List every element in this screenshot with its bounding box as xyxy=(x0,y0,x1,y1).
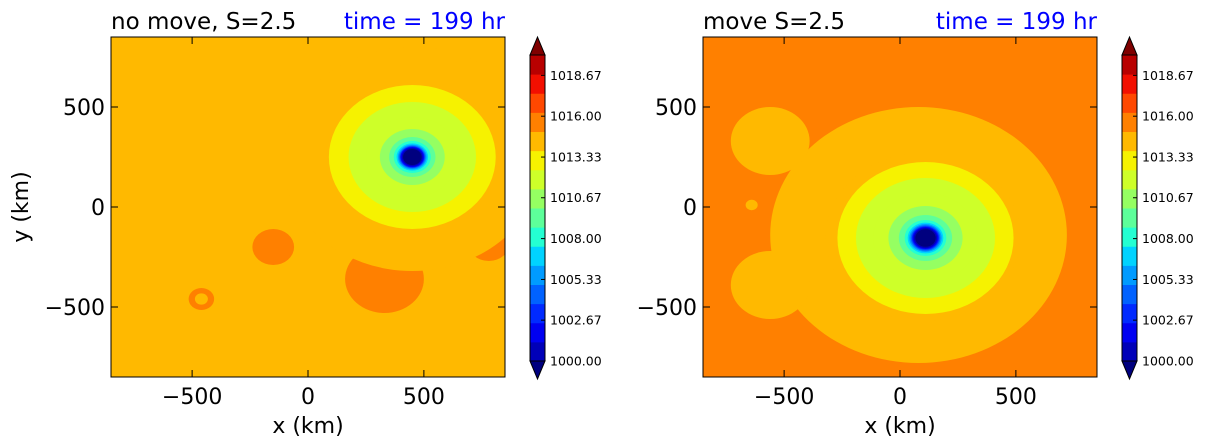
colorbar-segment-6 xyxy=(1122,227,1137,247)
axis-ticks-0: −500 0 500 500 0 −500 xyxy=(45,37,505,410)
colorbar-segment-3 xyxy=(1122,284,1137,305)
colorbar-tick-label-1: 1002.67 xyxy=(1142,313,1194,328)
panel-title-0: no move, S=2.5 xyxy=(111,9,296,35)
colorbar-tick-label-2: 1005.33 xyxy=(550,272,602,287)
colorbar-segment-15 xyxy=(530,55,545,75)
colorbar-tick-label-1: 1002.67 xyxy=(550,313,602,328)
colorbar-segment-13 xyxy=(1122,93,1137,113)
colorbar-segment-2 xyxy=(530,303,545,324)
panel-time-1: time = 199 hr xyxy=(936,9,1098,35)
colorbar-tick-label-6: 1016.00 xyxy=(1142,109,1194,124)
y-tick-label-2: −500 xyxy=(637,296,697,321)
colorbar-tick-label-2: 1005.33 xyxy=(1142,272,1194,287)
colorbar-tick-label-6: 1016.00 xyxy=(550,109,602,124)
colorbar-segment-4 xyxy=(530,265,545,285)
panel-move: −500 0 500 500 0 −500 move S=2.5 time = 199 h… xyxy=(637,9,1194,439)
x-tick-label-0: −500 xyxy=(162,385,222,410)
colorbar-segment-9 xyxy=(1122,169,1137,190)
colorbar-segment-12 xyxy=(530,112,545,132)
colorbar-extend-max xyxy=(529,35,546,56)
colorbar-segment-0 xyxy=(530,341,545,362)
colorbar-segment-10 xyxy=(530,150,545,171)
colorbar-segment-5 xyxy=(530,246,545,266)
colorbar-extend-min xyxy=(529,360,546,381)
panel-title-1: move S=2.5 xyxy=(703,9,845,35)
colorbar-segment-8 xyxy=(530,188,545,209)
colorbar-extend-max xyxy=(1121,35,1138,56)
colorbar-0: 1000.00 1002.67 1005.33 1008.00 1010.67 1013.… xyxy=(529,35,602,381)
colorbar-segment-15 xyxy=(1122,55,1137,75)
colorbar-segment-14 xyxy=(530,74,545,94)
pressure-contour-blob-1 xyxy=(252,229,295,265)
colorbar-segment-1 xyxy=(1122,322,1137,343)
panel-time-0: time = 199 hr xyxy=(344,9,506,35)
colorbar-1: 1000.00 1002.67 1005.33 1008.00 1010.67 1013.… xyxy=(1121,35,1194,381)
colorbar-tick-label-3: 1008.00 xyxy=(550,231,602,246)
colorbar-extend-min xyxy=(1121,360,1138,381)
field-panel-1 xyxy=(703,37,1097,377)
y-tick-label-0: 500 xyxy=(655,96,697,121)
x-tick-label-1: 0 xyxy=(301,385,315,410)
colorbar-segment-1 xyxy=(530,322,545,343)
colorbar-segment-5 xyxy=(1122,246,1137,266)
field-panel-0 xyxy=(111,37,505,377)
colorbar-segment-7 xyxy=(1122,208,1137,228)
pressure-contour-blob-2 xyxy=(730,251,810,319)
colorbar-tick-label-5: 1013.33 xyxy=(1142,150,1194,165)
colorbar-tick-label-0: 1000.00 xyxy=(1142,354,1194,369)
colorbar-segment-6 xyxy=(530,227,545,247)
colorbar-segment-7 xyxy=(530,208,545,228)
panel-no-move: −500 0 500 500 0 −500 no move, S=2.5 time = 1… xyxy=(9,9,602,439)
colorbar-segment-8 xyxy=(1122,188,1137,209)
colorbar-segment-3 xyxy=(530,284,545,305)
colorbar-tick-label-3: 1008.00 xyxy=(1142,231,1194,246)
x-tick-label-1: 0 xyxy=(893,385,907,410)
x-tick-label-0: −500 xyxy=(754,385,814,410)
colorbar-tick-label-4: 1010.67 xyxy=(1142,190,1194,205)
x-axis-label-0: x (km) xyxy=(272,414,343,439)
colorbar-segment-14 xyxy=(1122,74,1137,94)
colorbar-segment-4 xyxy=(1122,265,1137,285)
colorbar-tick-label-7: 1018.67 xyxy=(550,68,602,83)
colorbar-tick-label-5: 1013.33 xyxy=(550,150,602,165)
colorbar-segment-11 xyxy=(1122,131,1137,152)
colorbar-tick-label-0: 1000.00 xyxy=(550,354,602,369)
pressure-contour-ring-18 xyxy=(403,149,422,165)
axis-ticks-1: −500 0 500 500 0 −500 xyxy=(637,37,1097,410)
colorbar-segment-11 xyxy=(530,131,545,152)
y-tick-label-1: 0 xyxy=(683,196,697,221)
pressure-contour-blob-4 xyxy=(194,293,208,305)
y-tick-label-2: −500 xyxy=(45,296,105,321)
colorbar-segment-12 xyxy=(1122,112,1137,132)
colorbar-tick-label-7: 1018.67 xyxy=(1142,68,1194,83)
pressure-contour-blob-1 xyxy=(730,107,810,175)
x-axis-label-1: x (km) xyxy=(864,414,935,439)
colorbar-frame xyxy=(529,54,546,362)
x-tick-label-2: 500 xyxy=(403,385,445,410)
colorbar-segment-9 xyxy=(530,169,545,190)
colorbar-segment-10 xyxy=(1122,150,1137,171)
colorbar-frame xyxy=(1121,54,1138,362)
y-tick-label-1: 0 xyxy=(91,196,105,221)
colorbar-segment-13 xyxy=(530,93,545,113)
colorbar-segment-0 xyxy=(1122,341,1137,362)
pressure-contour-ring-18 xyxy=(915,229,936,247)
y-tick-label-0: 500 xyxy=(63,96,105,121)
y-axis-label-0: y (km) xyxy=(9,171,34,242)
colorbar-segment-2 xyxy=(1122,303,1137,324)
colorbar-tick-label-4: 1010.67 xyxy=(550,190,602,205)
pressure-contour-blob-4 xyxy=(745,199,758,211)
x-tick-label-2: 500 xyxy=(995,385,1037,410)
